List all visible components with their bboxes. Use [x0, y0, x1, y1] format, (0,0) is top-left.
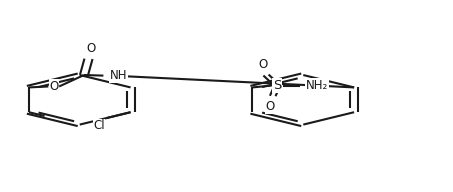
Text: NH: NH — [110, 70, 127, 83]
Text: Cl: Cl — [93, 119, 105, 132]
Text: O: O — [259, 58, 268, 71]
Text: S: S — [273, 79, 281, 92]
Text: O: O — [49, 80, 58, 93]
Text: NH₂: NH₂ — [306, 79, 328, 92]
Text: O: O — [266, 100, 275, 113]
Text: O: O — [86, 42, 96, 55]
